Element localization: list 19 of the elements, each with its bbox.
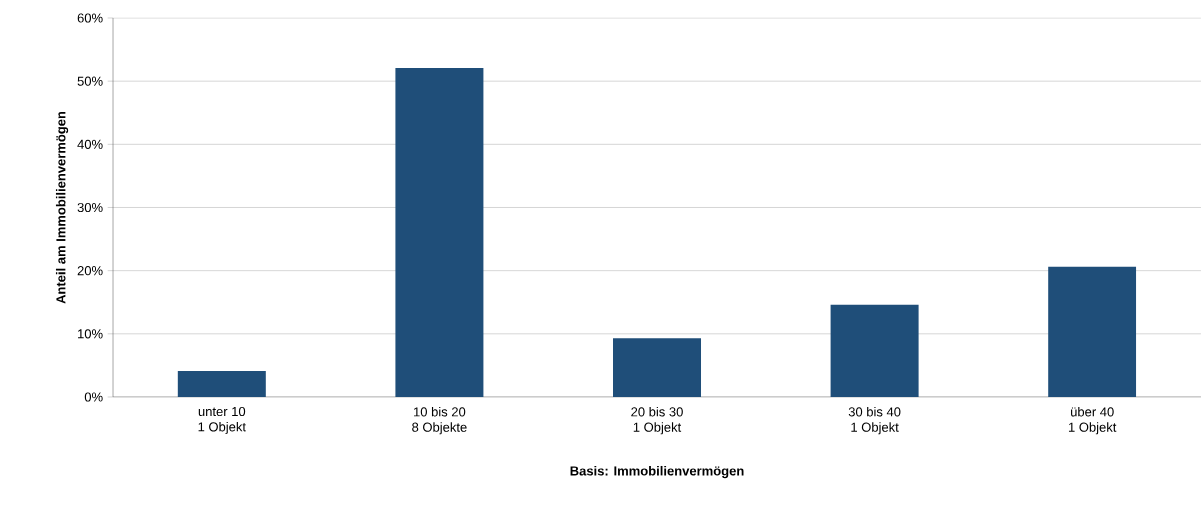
y-tick-label: 50% (77, 76, 103, 86)
y-tick-label: 60% (77, 13, 103, 23)
bar (830, 304, 919, 397)
x-tick-label: 10 bis 20 8 Objekte (412, 406, 467, 435)
x-tick-label: 30 bis 40 1 Objekt (848, 406, 901, 435)
bar (395, 67, 484, 397)
x-tick-label: unter 10 1 Objekt (198, 406, 246, 435)
y-tick-label: 30% (77, 202, 103, 213)
y-axis-title: Anteil am Immobilienvermögen (55, 111, 69, 304)
y-tick-label: 0% (84, 392, 103, 402)
y-tick-label: 40% (77, 139, 103, 149)
bar (1048, 266, 1137, 397)
bar (613, 338, 702, 397)
y-tick-label: 10% (78, 329, 103, 339)
bar (177, 371, 266, 397)
x-tick-label: über 40 1 Objekt (1068, 406, 1117, 435)
x-axis-title: Basis: Immobilienvermögen (570, 465, 744, 479)
x-tick-label: 20 bis 30 1 Objekt (631, 406, 683, 435)
y-tick-label: 20% (77, 266, 103, 276)
